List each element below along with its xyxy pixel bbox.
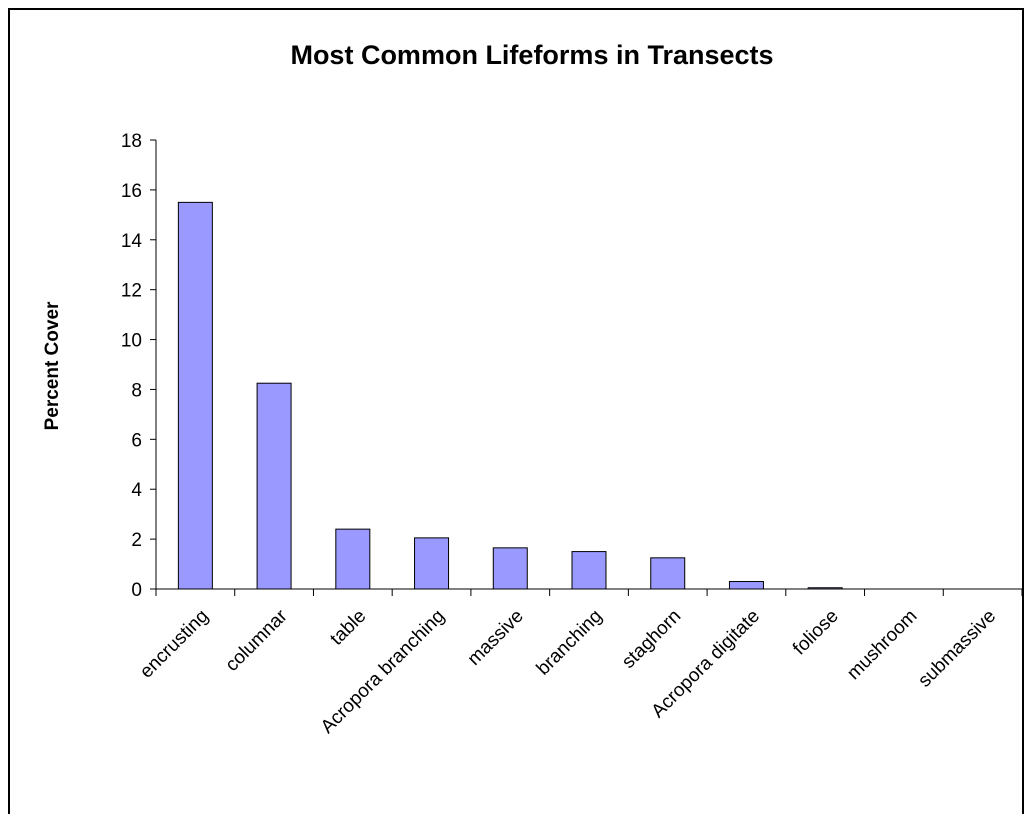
bar	[256, 382, 292, 590]
chart-frame	[8, 8, 1024, 814]
x-category-label: staghorn	[618, 606, 685, 673]
bar	[414, 537, 450, 590]
y-tick-label: 12	[121, 281, 142, 302]
bar	[650, 557, 686, 590]
bar	[571, 551, 607, 590]
x-category-label: mushroom	[843, 606, 921, 684]
bar	[177, 201, 213, 590]
x-category-label: encrusting	[136, 606, 213, 683]
y-tick-label: 6	[131, 430, 142, 451]
x-category-label: foliose	[789, 606, 843, 660]
bar	[492, 547, 528, 590]
y-tick-label: 16	[121, 181, 142, 202]
x-category-label: submassive	[914, 606, 1000, 692]
y-tick-label: 2	[131, 530, 142, 551]
bar	[807, 587, 843, 590]
y-tick-label: 0	[131, 580, 142, 601]
chart-title: Most Common Lifeforms in Transects	[290, 40, 773, 70]
x-category-label: columnar	[222, 605, 293, 676]
x-category-label: branching	[533, 606, 607, 680]
bar	[335, 528, 371, 590]
y-tick-label: 8	[131, 380, 142, 401]
y-tick-label: 4	[131, 480, 142, 501]
y-tick-label: 10	[121, 331, 142, 352]
x-category-label: massive	[464, 606, 528, 670]
x-category-label: table	[326, 606, 370, 650]
y-tick-label: 18	[121, 131, 142, 152]
y-tick-label: 14	[121, 231, 143, 252]
y-axis-title: Percent Cover	[42, 301, 63, 430]
bar	[728, 581, 764, 590]
